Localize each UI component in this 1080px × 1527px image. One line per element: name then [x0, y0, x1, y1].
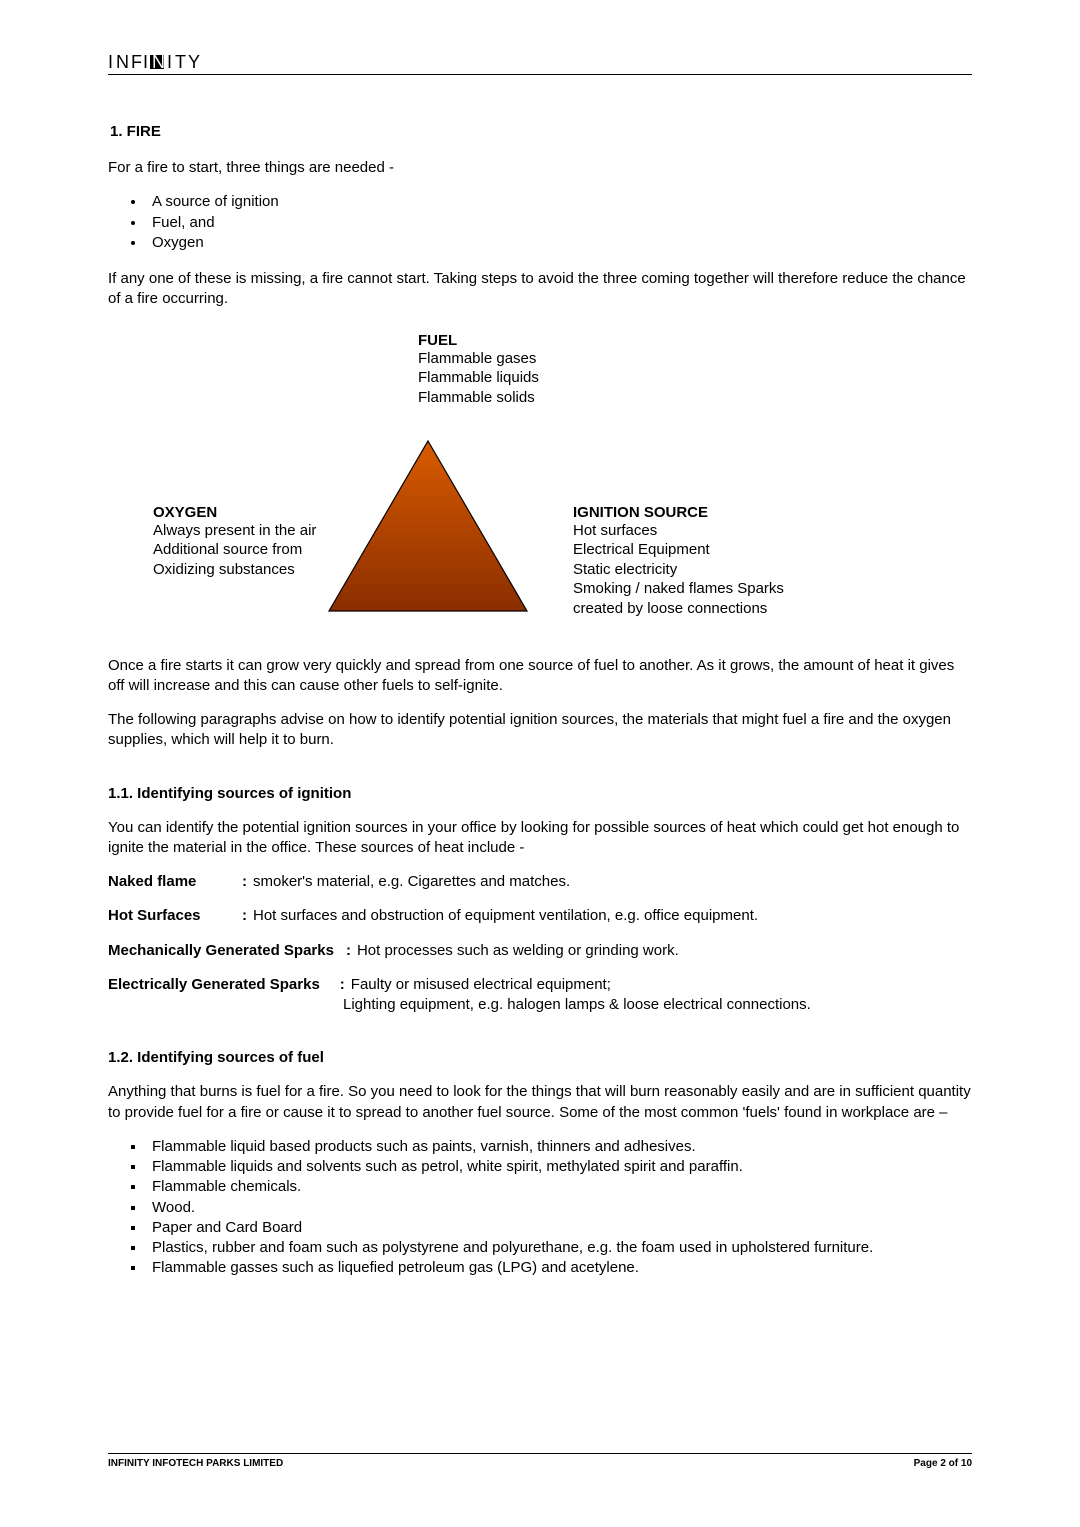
- svg-text:T: T: [175, 52, 188, 72]
- list-item: A source of ignition: [146, 192, 972, 212]
- subsection-1-2-heading: 1.2. Identifying sources of fuel: [108, 1049, 972, 1066]
- def-separator: :: [320, 975, 351, 995]
- subsection-1-1-heading: 1.1. Identifying sources of ignition: [108, 785, 972, 802]
- def-label: Electrically Generated Sparks: [108, 975, 320, 995]
- subsection-1-2-intro: Anything that burns is fuel for a fire. …: [108, 1082, 972, 1123]
- list-item: Flammable chemicals.: [146, 1177, 972, 1197]
- list-item: Flammable liquid based products such as …: [146, 1137, 972, 1157]
- after-triangle-p1: Once a fire starts it can grow very quic…: [108, 656, 972, 697]
- svg-text:I: I: [108, 52, 116, 72]
- def-label: Mechanically Generated Sparks: [108, 941, 334, 961]
- fuel-label: FUEL Flammable gases Flammable liquids F…: [418, 332, 539, 408]
- fire-triangle-diagram: FUEL Flammable gases Flammable liquids F…: [108, 332, 972, 632]
- ignition-line: Hot surfaces: [573, 521, 813, 541]
- list-item: Flammable gasses such as liquefied petro…: [146, 1258, 972, 1278]
- list-item: Flammable liquids and solvents such as p…: [146, 1157, 972, 1177]
- def-text-cont: Lighting equipment, e.g. halogen lamps &…: [108, 995, 972, 1015]
- def-text: Hot processes such as welding or grindin…: [357, 941, 679, 961]
- definition-row: Naked flame : smoker's material, e.g. Ci…: [108, 872, 972, 892]
- def-text: smoker's material, e.g. Cigarettes and m…: [253, 872, 570, 892]
- def-separator: :: [226, 906, 253, 926]
- def-text: Faulty or misused electrical equipment;: [351, 975, 611, 995]
- def-separator: :: [226, 872, 253, 892]
- section-1-para2: If any one of these is missing, a fire c…: [108, 269, 972, 310]
- svg-text:N: N: [116, 52, 131, 72]
- list-item: Oxygen: [146, 233, 972, 253]
- fuel-line: Flammable solids: [418, 388, 539, 408]
- fuel-line: Flammable gases: [418, 349, 539, 369]
- infinity-logo: I N F I N I T Y: [108, 52, 972, 72]
- definition-row: Electrically Generated Sparks : Faulty o…: [108, 975, 972, 1016]
- def-text: Hot surfaces and obstruction of equipmen…: [253, 906, 758, 926]
- list-item: Wood.: [146, 1198, 972, 1218]
- oxygen-line: Always present in the air: [153, 521, 343, 541]
- list-item: Plastics, rubber and foam such as polyst…: [146, 1238, 972, 1258]
- subsection-1-1-intro: You can identify the potential ignition …: [108, 818, 972, 859]
- svg-text:I: I: [167, 52, 174, 72]
- oxygen-line: Oxidizing substances: [153, 560, 343, 580]
- def-separator: :: [334, 941, 357, 961]
- footer-company: INFINITY INFOTECH PARKS LIMITED: [108, 1458, 283, 1469]
- oxygen-label: OXYGEN Always present in the air Additio…: [153, 504, 343, 580]
- list-item: Paper and Card Board: [146, 1218, 972, 1238]
- ignition-label: IGNITION SOURCE Hot surfaces Electrical …: [573, 504, 813, 619]
- definition-row: Hot Surfaces : Hot surfaces and obstruct…: [108, 906, 972, 926]
- svg-text:N: N: [152, 52, 167, 72]
- fuel-line: Flammable liquids: [418, 368, 539, 388]
- list-item: Fuel, and: [146, 213, 972, 233]
- svg-text:Y: Y: [188, 52, 202, 72]
- ignition-line: Smoking / naked flames Sparks created by…: [573, 579, 813, 618]
- after-triangle-p2: The following paragraphs advise on how t…: [108, 710, 972, 751]
- footer-page-number: Page 2 of 10: [914, 1458, 972, 1469]
- fire-needs-list: A source of ignition Fuel, and Oxygen: [108, 192, 972, 253]
- page-footer: INFINITY INFOTECH PARKS LIMITED Page 2 o…: [108, 1453, 972, 1469]
- ignition-title: IGNITION SOURCE: [573, 504, 813, 521]
- svg-text:I: I: [143, 52, 150, 72]
- def-label: Hot Surfaces: [108, 906, 226, 926]
- section-1-intro: For a fire to start, three things are ne…: [108, 158, 972, 178]
- fuel-title: FUEL: [418, 332, 539, 349]
- fuel-sources-list: Flammable liquid based products such as …: [108, 1137, 972, 1279]
- ignition-line: Static electricity: [573, 560, 813, 580]
- page-header: I N F I N I T Y: [108, 52, 972, 75]
- fire-triangle-icon: [323, 437, 533, 617]
- oxygen-line: Additional source from: [153, 540, 343, 560]
- definition-row: Mechanically Generated Sparks : Hot proc…: [108, 941, 972, 961]
- oxygen-title: OXYGEN: [153, 504, 343, 521]
- section-1-heading: 1. FIRE: [108, 123, 972, 140]
- ignition-line: Electrical Equipment: [573, 540, 813, 560]
- def-label: Naked flame: [108, 872, 226, 892]
